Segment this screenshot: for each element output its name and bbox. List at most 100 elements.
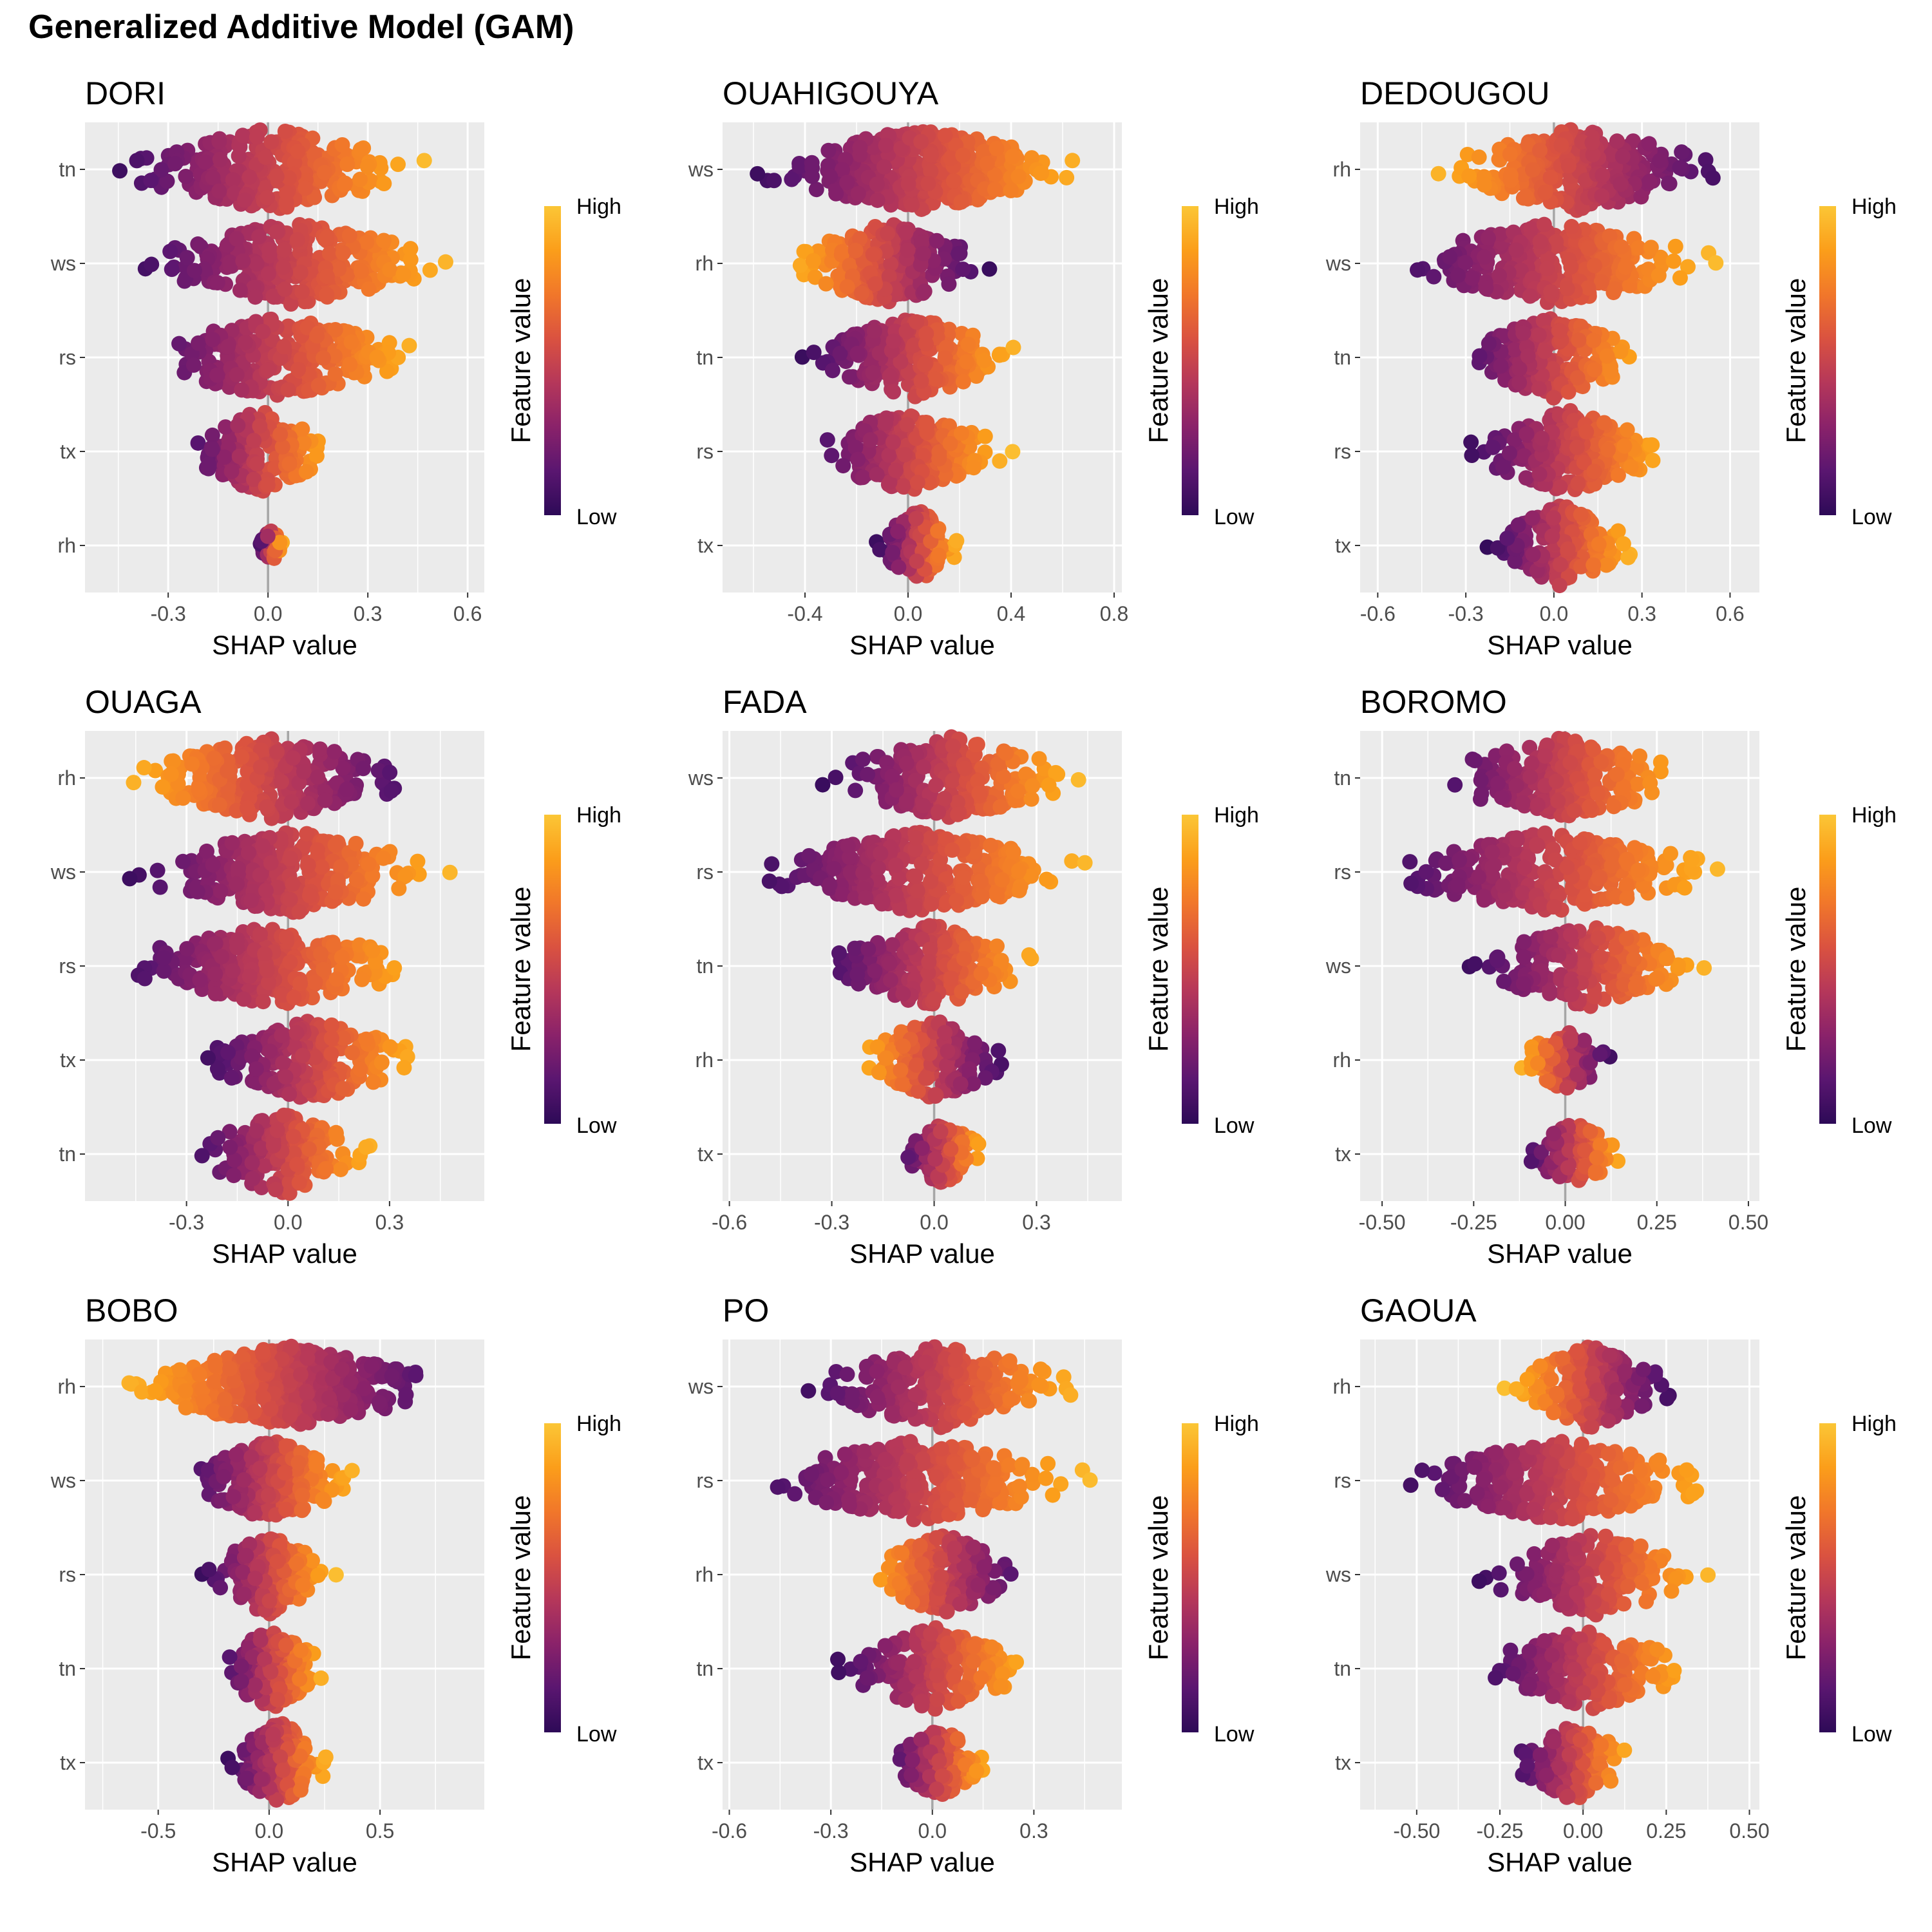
swarm-dot: [1476, 249, 1492, 265]
swarm-dot: [274, 1027, 290, 1043]
swarm-dot: [257, 946, 273, 962]
swarm-dot: [930, 523, 946, 539]
swarm-dot: [957, 761, 973, 777]
swarm-dot: [897, 447, 913, 463]
x-tick-label: 0.3: [354, 602, 382, 625]
swarm-dot: [850, 451, 866, 468]
swarm-dot: [298, 464, 314, 480]
swarm-dot: [909, 475, 925, 491]
swarm-dot: [1584, 135, 1600, 151]
swarm-dot: [1578, 424, 1595, 440]
swarm-dot: [278, 929, 294, 945]
swarm-dot: [289, 1157, 305, 1173]
swarm-dot: [339, 781, 355, 797]
swarm-dot: [1464, 270, 1480, 286]
swarm-dot: [310, 377, 327, 393]
swarm-dot: [285, 1128, 301, 1144]
swarm-dot: [945, 772, 961, 788]
swarm-dot: [1525, 547, 1541, 563]
swarm-dot: [931, 804, 947, 820]
swarm-ws: [137, 216, 453, 312]
swarm-dot: [1613, 343, 1629, 359]
swarm-dot: [155, 779, 171, 795]
swarm-dot: [437, 254, 453, 270]
swarm-dot: [282, 850, 298, 866]
swarm-dot: [899, 417, 915, 433]
swarm-dot: [1430, 166, 1446, 182]
swarm-dot: [1571, 332, 1587, 348]
swarm-dot: [1524, 162, 1540, 178]
y-tick-label: tn: [59, 1142, 76, 1166]
swarm-dot: [402, 241, 419, 257]
swarm-dot: [416, 153, 432, 169]
x-tick-label: 0.0: [1540, 602, 1568, 625]
swarm-dot: [312, 741, 328, 757]
swarm-dot: [1552, 556, 1568, 573]
swarm-dot: [989, 140, 1005, 156]
swarm-dot: [880, 225, 896, 242]
swarm-dot: [951, 245, 967, 261]
swarm-dot: [223, 464, 240, 480]
swarm-dot: [259, 799, 275, 815]
swarm-dot: [886, 333, 902, 349]
swarm-dot: [179, 250, 195, 266]
swarm-dot: [207, 966, 223, 982]
swarm-dot: [1495, 459, 1511, 475]
y-tick-label: rh: [696, 252, 714, 275]
swarm-dot: [1534, 430, 1550, 446]
swarm-dot: [1537, 184, 1553, 200]
swarm-dot: [1595, 167, 1611, 184]
swarm-dot: [327, 884, 343, 900]
x-tick-label: 0.0: [254, 602, 282, 625]
swarm-dot: [1620, 549, 1636, 565]
swarm-dot: [149, 862, 166, 878]
swarm-dot: [220, 763, 236, 779]
swarm-dot: [355, 891, 372, 907]
swarm-dot: [386, 960, 402, 976]
panel-title: DEDOUGOU: [1360, 75, 1549, 111]
x-tick-label: 0.6: [453, 602, 482, 625]
swarm-dot: [977, 428, 993, 444]
swarm-dot: [178, 168, 194, 184]
swarm-dot: [190, 435, 206, 451]
y-tick-label: ws: [1325, 252, 1351, 275]
swarm-dot: [243, 893, 260, 909]
swarm-dot: [1450, 267, 1466, 283]
swarm-dot: [255, 994, 271, 1010]
swarm-dot: [361, 856, 377, 872]
swarm-dot: [335, 1081, 351, 1097]
swarm-dot: [229, 231, 245, 247]
swarm-dot: [937, 350, 953, 366]
swarm-dot: [261, 242, 277, 258]
swarm-dot: [126, 775, 142, 791]
swarm-dot: [1543, 284, 1559, 300]
swarm-dot: [358, 1139, 374, 1155]
swarm-dot: [1617, 259, 1633, 275]
swarm-dot: [834, 243, 850, 260]
swarm-dot: [1501, 445, 1517, 461]
swarm-dot: [1524, 510, 1540, 526]
swarm-dot: [352, 1061, 368, 1077]
swarm-dot: [229, 940, 245, 956]
swarm-dot: [819, 432, 835, 448]
swarm-dot: [156, 950, 172, 966]
swarm-dot: [230, 417, 246, 433]
swarm-dot: [1623, 459, 1639, 475]
swarm-dot: [143, 173, 159, 189]
swarm-dot: [804, 168, 820, 184]
x-tick-label: -0.3: [169, 1211, 204, 1234]
swarm-dot: [249, 256, 265, 272]
swarm-dot: [936, 790, 952, 806]
swarm-dot: [382, 764, 398, 781]
swarm-dot: [222, 1139, 238, 1155]
swarm-dot: [898, 755, 914, 772]
swarm-dot: [153, 162, 169, 178]
swarm-dot: [1532, 234, 1548, 250]
swarm-dot: [1005, 149, 1021, 165]
swarm-dot: [278, 1069, 294, 1085]
swarm-dot: [292, 976, 308, 992]
swarm-dot: [189, 884, 205, 900]
swarm-dot: [1531, 381, 1547, 397]
